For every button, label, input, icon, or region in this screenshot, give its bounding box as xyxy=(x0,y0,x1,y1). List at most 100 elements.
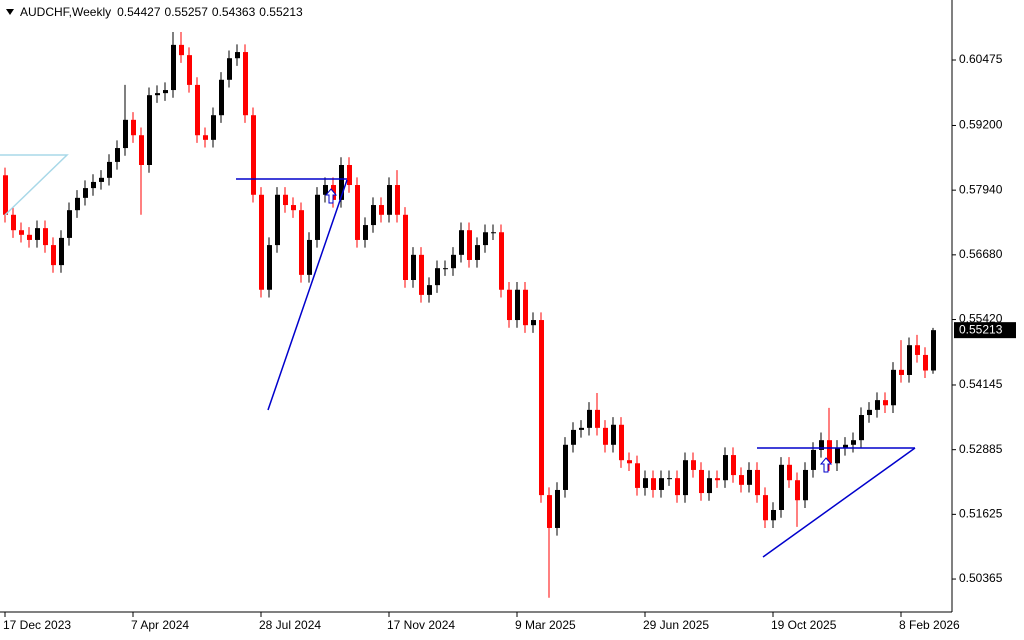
candle-body xyxy=(707,478,712,494)
y-tick-label: 0.52885 xyxy=(959,442,1003,456)
candle-body xyxy=(115,148,120,162)
candle-body xyxy=(795,480,800,501)
candle-body xyxy=(523,289,528,326)
candle-body xyxy=(347,165,352,186)
candle-body xyxy=(219,79,224,116)
candle-body xyxy=(627,460,632,464)
candle-body xyxy=(611,424,616,445)
candle-body xyxy=(427,285,432,295)
candle-body xyxy=(875,400,880,410)
high-value: 0.55257 xyxy=(165,5,209,19)
candle-body xyxy=(315,194,320,240)
candle-body xyxy=(19,230,24,235)
candle-body xyxy=(371,205,376,226)
candle-body xyxy=(131,119,136,136)
candle-body xyxy=(459,230,464,255)
candle-body xyxy=(235,52,240,59)
arrow-icon xyxy=(324,188,338,204)
candle-body xyxy=(467,230,472,260)
candle-body xyxy=(35,228,40,240)
drawings xyxy=(0,154,916,558)
candle-body xyxy=(619,424,624,461)
candle-body xyxy=(531,320,536,326)
candle-body xyxy=(139,135,144,166)
candle-body xyxy=(811,449,816,470)
candle-body xyxy=(299,210,304,275)
menu-triangle xyxy=(6,9,14,15)
candle-body xyxy=(667,478,672,480)
candle-body xyxy=(267,245,272,290)
candle-body xyxy=(275,194,280,246)
candle-body xyxy=(355,185,360,240)
candle-body xyxy=(723,455,728,481)
candle-body xyxy=(859,415,864,441)
candle-body xyxy=(27,234,32,240)
candle-body xyxy=(715,478,720,481)
last-price-label: 0.55213 xyxy=(959,322,1003,336)
candle-body xyxy=(243,52,248,116)
candle-body xyxy=(915,345,920,355)
candle-body xyxy=(251,115,256,195)
candle-body xyxy=(203,135,208,140)
candle-body xyxy=(699,469,704,494)
candle-body xyxy=(435,268,440,286)
candle-body xyxy=(43,228,48,246)
candle-body xyxy=(187,55,192,85)
x-tick-label: 28 Jul 2024 xyxy=(259,618,321,632)
candle-body xyxy=(659,478,664,490)
trend-drawing xyxy=(0,154,69,216)
candle-body xyxy=(771,509,776,521)
candle-body xyxy=(147,95,152,166)
candle-body xyxy=(91,181,96,189)
candle-body xyxy=(603,427,608,445)
candle-body xyxy=(3,175,8,215)
candle-body xyxy=(931,330,936,371)
candle-body xyxy=(419,254,424,295)
x-tick-label: 17 Nov 2024 xyxy=(387,618,455,632)
open-value: 0.54427 xyxy=(117,5,161,19)
candle-body xyxy=(675,478,680,496)
last-price-box xyxy=(954,322,1016,339)
candle-body xyxy=(59,237,64,266)
candle-body xyxy=(747,469,752,485)
candle-body xyxy=(515,289,520,321)
candle-body xyxy=(907,345,912,375)
candle-body xyxy=(339,165,344,200)
candle-body xyxy=(51,245,56,266)
candle-body xyxy=(323,185,328,195)
candle-body xyxy=(507,289,512,321)
candle-body xyxy=(555,489,560,528)
candle-body xyxy=(83,188,88,198)
trend-drawing xyxy=(267,179,348,411)
candle-body xyxy=(563,444,568,490)
candle-body xyxy=(107,161,112,178)
candle-body xyxy=(395,185,400,215)
candle-body xyxy=(571,429,576,445)
candle-body xyxy=(123,119,128,149)
candle-body xyxy=(379,205,384,215)
candle-body xyxy=(443,268,448,270)
candle-body xyxy=(547,495,552,528)
candle-body xyxy=(475,245,480,260)
y-tick-label: 0.59200 xyxy=(959,118,1003,132)
trend-drawing xyxy=(762,447,916,558)
x-tick-label: 9 Mar 2025 xyxy=(515,618,576,632)
candle-body xyxy=(827,440,832,464)
y-tick-label: 0.51625 xyxy=(959,507,1003,521)
y-tick-label: 0.60475 xyxy=(959,52,1003,66)
candle-body xyxy=(163,90,168,94)
close-value: 0.55213 xyxy=(259,5,303,19)
candle-body xyxy=(683,460,688,496)
candle-body xyxy=(411,254,416,280)
candle-body xyxy=(891,369,896,406)
candle-body xyxy=(755,469,760,496)
candle-body xyxy=(387,185,392,215)
candle-body xyxy=(195,84,200,136)
candle-body xyxy=(851,440,856,445)
candle-body xyxy=(171,44,176,91)
y-tick-label: 0.50365 xyxy=(959,571,1003,585)
candle-body xyxy=(363,225,368,240)
candle-body xyxy=(923,354,928,371)
candle-body xyxy=(75,197,80,211)
